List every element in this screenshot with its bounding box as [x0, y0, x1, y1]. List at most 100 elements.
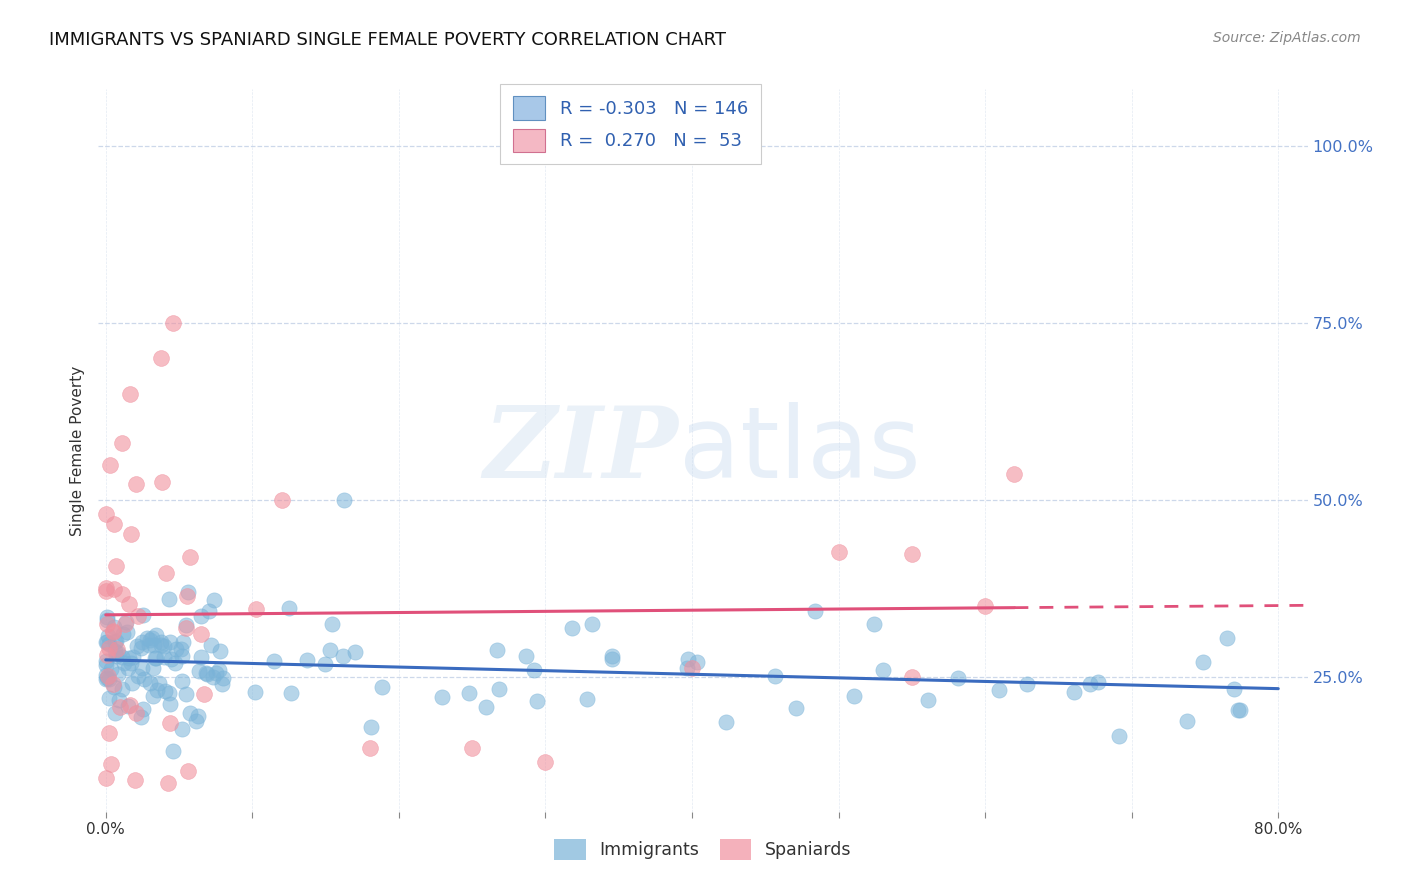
- Point: [205, 665, 228, 680]
- Point: [359, 741, 381, 756]
- Point: [125, 706, 148, 721]
- Point: [561, 622, 583, 636]
- Point: [245, 602, 267, 616]
- Point: [332, 648, 354, 663]
- Point: [96, 635, 118, 649]
- Point: [172, 635, 194, 649]
- Y-axis label: Single Female Poverty: Single Female Poverty: [69, 366, 84, 535]
- Point: [785, 700, 807, 714]
- Point: [96, 673, 118, 687]
- Point: [170, 641, 193, 656]
- Point: [96, 609, 118, 624]
- Point: [124, 772, 146, 787]
- Point: [111, 649, 134, 664]
- Point: [676, 660, 699, 674]
- Legend: Immigrants, Spaniards: Immigrants, Spaniards: [547, 832, 859, 867]
- Point: [159, 635, 181, 649]
- Point: [103, 681, 125, 695]
- Point: [148, 676, 170, 690]
- Point: [127, 609, 149, 624]
- Point: [170, 648, 193, 663]
- Point: [193, 687, 215, 701]
- Point: [207, 663, 229, 677]
- Point: [177, 585, 200, 599]
- Point: [321, 617, 343, 632]
- Point: [179, 706, 201, 721]
- Point: [111, 627, 134, 641]
- Point: [360, 720, 382, 734]
- Point: [135, 631, 157, 645]
- Point: [132, 701, 155, 715]
- Point: [97, 726, 120, 740]
- Point: [138, 675, 160, 690]
- Point: [159, 716, 181, 731]
- Point: [475, 700, 498, 714]
- Point: [120, 698, 142, 713]
- Point: [515, 648, 537, 663]
- Point: [1191, 656, 1213, 670]
- Point: [716, 714, 738, 729]
- Point: [343, 645, 366, 659]
- Point: [100, 662, 122, 676]
- Point: [763, 669, 786, 683]
- Point: [278, 601, 301, 615]
- Point: [159, 697, 181, 711]
- Point: [1004, 467, 1026, 481]
- Point: [94, 583, 117, 598]
- Point: [155, 566, 177, 580]
- Point: [176, 589, 198, 603]
- Point: [107, 693, 129, 707]
- Point: [103, 635, 125, 649]
- Point: [152, 639, 174, 653]
- Point: [152, 650, 174, 665]
- Point: [526, 693, 548, 707]
- Point: [117, 698, 139, 713]
- Point: [280, 686, 302, 700]
- Point: [187, 665, 209, 679]
- Point: [190, 627, 212, 641]
- Point: [111, 436, 134, 450]
- Point: [97, 637, 120, 651]
- Point: [170, 673, 193, 688]
- Point: [195, 667, 218, 681]
- Point: [96, 671, 118, 685]
- Point: [107, 646, 129, 660]
- Point: [129, 710, 152, 724]
- Point: [179, 550, 201, 565]
- Point: [121, 649, 143, 664]
- Point: [198, 604, 221, 618]
- Point: [194, 666, 217, 681]
- Point: [157, 776, 180, 790]
- Point: [94, 668, 117, 682]
- Point: [208, 644, 231, 658]
- Point: [94, 581, 117, 595]
- Point: [97, 669, 120, 683]
- Point: [141, 631, 163, 645]
- Text: ZIP: ZIP: [484, 402, 679, 499]
- Point: [118, 597, 141, 611]
- Point: [176, 617, 198, 632]
- Point: [96, 648, 118, 662]
- Point: [1229, 703, 1251, 717]
- Point: [163, 657, 186, 671]
- Point: [107, 667, 129, 681]
- Point: [174, 687, 197, 701]
- Point: [157, 686, 180, 700]
- Point: [988, 682, 1011, 697]
- Point: [1223, 682, 1246, 697]
- Point: [143, 651, 166, 665]
- Point: [105, 558, 128, 573]
- Point: [314, 657, 336, 671]
- Point: [1175, 714, 1198, 728]
- Point: [120, 386, 142, 401]
- Point: [1063, 685, 1085, 699]
- Point: [94, 635, 117, 649]
- Point: [96, 658, 118, 673]
- Point: [103, 582, 125, 596]
- Point: [600, 652, 623, 666]
- Point: [142, 660, 165, 674]
- Point: [600, 648, 623, 663]
- Point: [101, 624, 124, 639]
- Point: [149, 635, 172, 649]
- Point: [150, 475, 173, 490]
